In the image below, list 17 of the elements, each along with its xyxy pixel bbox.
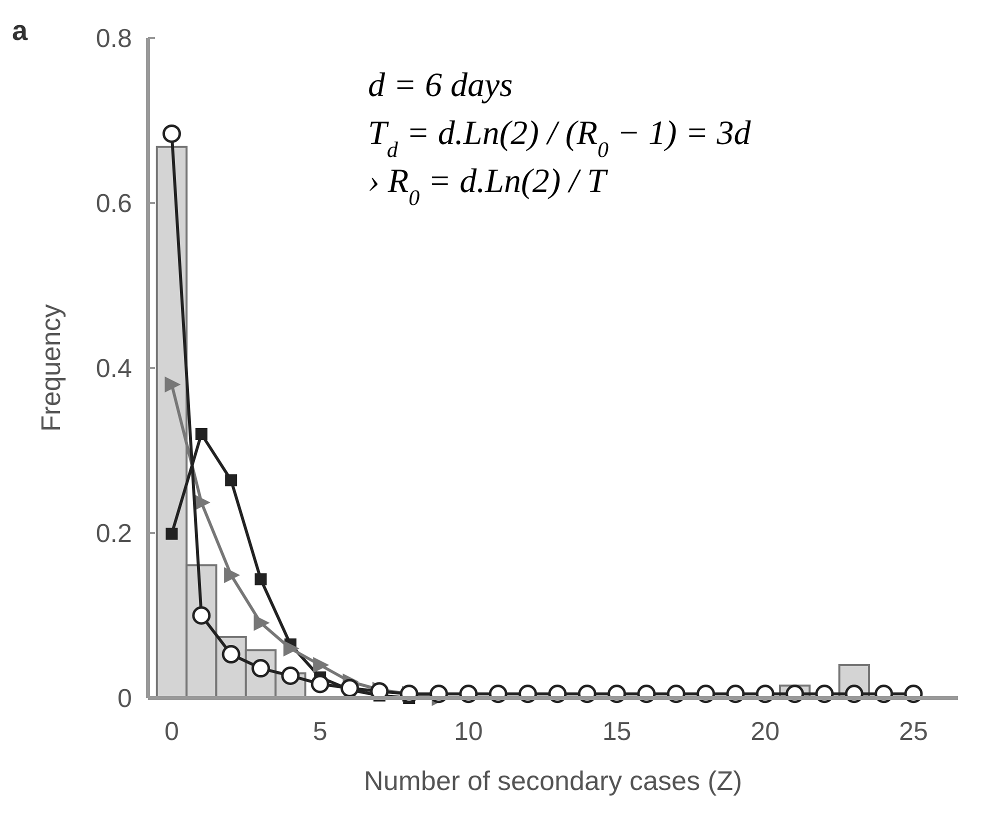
x-tick-label: 0	[164, 716, 179, 746]
y-tick-label: 0.6	[96, 188, 132, 218]
x-tick-label: 10	[454, 716, 483, 746]
x-axis-title: Number of secondary cases (Z)	[364, 766, 742, 796]
x-tick-label: 5	[312, 716, 328, 746]
text: a	[12, 15, 28, 46]
y-axis-title: Frequency	[36, 304, 66, 432]
x-tick-label: 15	[602, 716, 632, 746]
y-tick-label: 0.8	[96, 23, 132, 54]
y-tick-label: 0.2	[96, 518, 132, 548]
annotation: d = 6 days	[368, 67, 513, 104]
y-tick-label: 0	[118, 683, 132, 714]
y-tick-label: 0.4	[96, 353, 132, 384]
x-tick-label: 20	[750, 716, 780, 746]
x-tick-label: 25	[899, 716, 928, 746]
annotation: › R$_{0}$ = d.Ln(2) / T	[368, 163, 608, 210]
annotation: T$_{d}$ = d.Ln(2) / (R$_{0}$ − 1) = 3d	[368, 115, 752, 162]
